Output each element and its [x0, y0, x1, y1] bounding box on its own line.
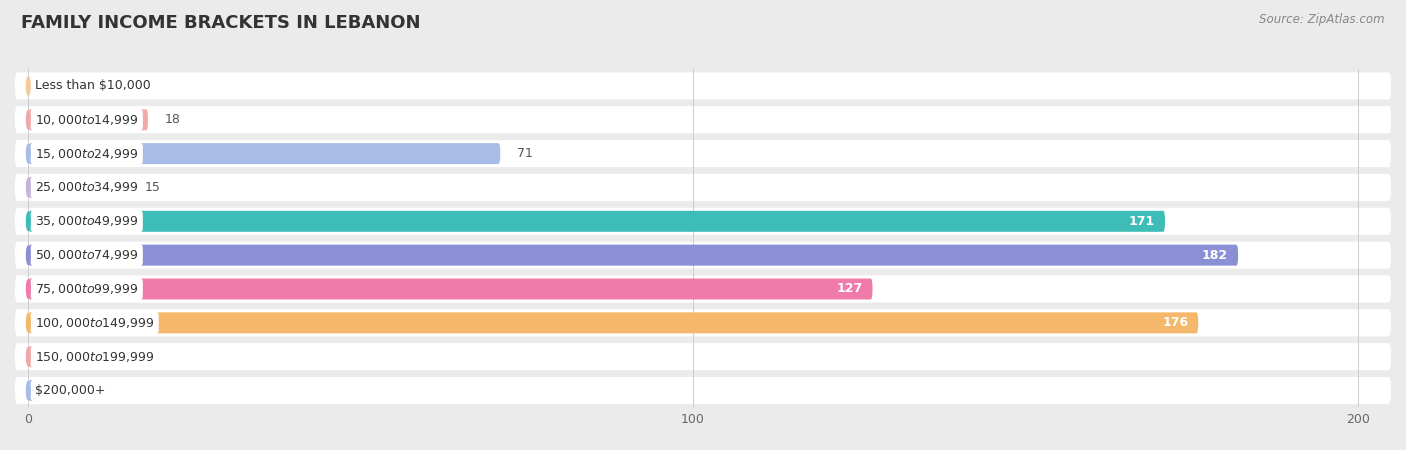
Circle shape: [27, 144, 30, 163]
FancyBboxPatch shape: [15, 343, 1391, 370]
FancyBboxPatch shape: [28, 245, 1239, 266]
Text: 18: 18: [165, 113, 180, 126]
Circle shape: [27, 246, 30, 264]
Text: $15,000 to $24,999: $15,000 to $24,999: [35, 147, 138, 161]
Text: 0: 0: [45, 79, 53, 92]
Text: $25,000 to $34,999: $25,000 to $34,999: [35, 180, 138, 194]
FancyBboxPatch shape: [28, 109, 148, 130]
Text: $35,000 to $49,999: $35,000 to $49,999: [35, 214, 138, 228]
Text: 176: 176: [1163, 316, 1188, 329]
FancyBboxPatch shape: [15, 309, 1391, 336]
FancyBboxPatch shape: [28, 380, 62, 401]
Text: $100,000 to $149,999: $100,000 to $149,999: [35, 316, 155, 330]
FancyBboxPatch shape: [15, 275, 1391, 302]
Circle shape: [27, 280, 30, 298]
Text: 182: 182: [1202, 249, 1227, 261]
Circle shape: [27, 212, 30, 230]
Text: 15: 15: [145, 181, 160, 194]
Circle shape: [27, 77, 30, 95]
Text: 7: 7: [91, 350, 100, 363]
Text: Less than $10,000: Less than $10,000: [35, 79, 150, 92]
FancyBboxPatch shape: [15, 208, 1391, 235]
FancyBboxPatch shape: [15, 106, 1391, 133]
Text: $50,000 to $74,999: $50,000 to $74,999: [35, 248, 138, 262]
Text: Source: ZipAtlas.com: Source: ZipAtlas.com: [1260, 14, 1385, 27]
FancyBboxPatch shape: [28, 312, 1198, 333]
FancyBboxPatch shape: [15, 377, 1391, 404]
FancyBboxPatch shape: [15, 72, 1391, 99]
Circle shape: [27, 314, 30, 332]
Text: FAMILY INCOME BRACKETS IN LEBANON: FAMILY INCOME BRACKETS IN LEBANON: [21, 14, 420, 32]
Text: 5: 5: [79, 384, 86, 397]
FancyBboxPatch shape: [15, 242, 1391, 269]
Circle shape: [27, 347, 30, 366]
FancyBboxPatch shape: [15, 140, 1391, 167]
Text: $10,000 to $14,999: $10,000 to $14,999: [35, 113, 138, 127]
Text: 127: 127: [837, 283, 862, 296]
FancyBboxPatch shape: [28, 279, 873, 300]
Text: $150,000 to $199,999: $150,000 to $199,999: [35, 350, 155, 364]
Text: $75,000 to $99,999: $75,000 to $99,999: [35, 282, 138, 296]
FancyBboxPatch shape: [28, 143, 501, 164]
Text: 71: 71: [517, 147, 533, 160]
FancyBboxPatch shape: [28, 177, 128, 198]
Circle shape: [27, 178, 30, 197]
FancyBboxPatch shape: [28, 211, 1166, 232]
FancyBboxPatch shape: [28, 346, 75, 367]
Text: 171: 171: [1129, 215, 1154, 228]
Text: $200,000+: $200,000+: [35, 384, 105, 397]
FancyBboxPatch shape: [15, 174, 1391, 201]
Circle shape: [27, 111, 30, 129]
Circle shape: [27, 382, 30, 400]
